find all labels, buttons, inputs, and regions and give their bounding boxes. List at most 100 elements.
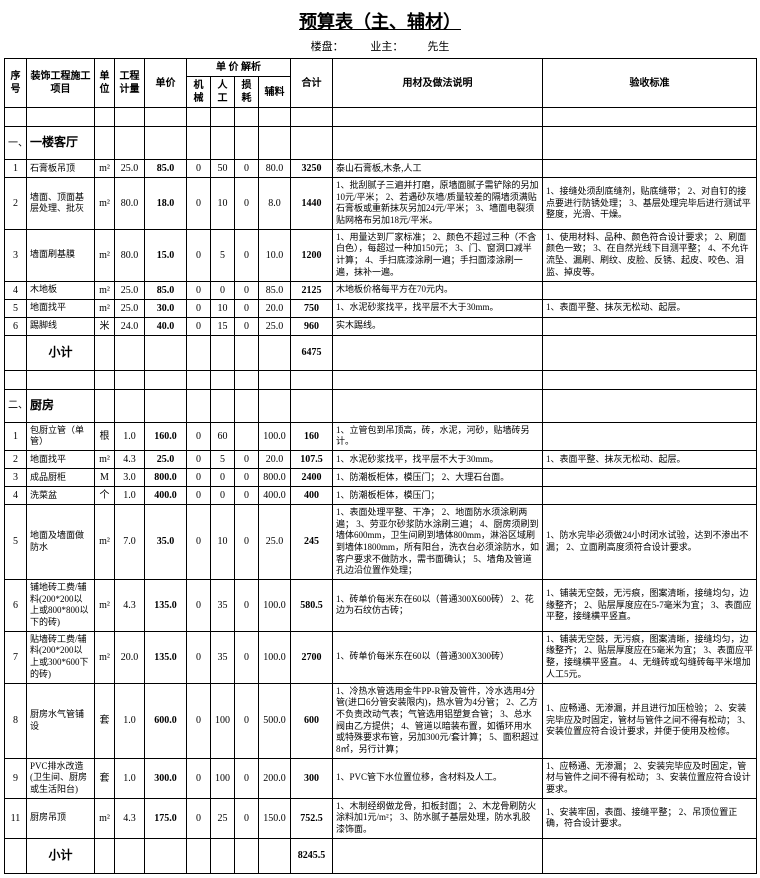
st-empty [543,335,757,370]
cell-price: 30.0 [145,299,187,317]
cell-item: 成品厨柜 [27,468,95,486]
th-aux: 辅料 [259,77,291,108]
cell-lab: 5 [211,450,235,468]
cell-std [543,317,757,335]
cell-item: 厨房吊顶 [27,798,95,838]
cell-item: 地面找平 [27,450,95,468]
table-row: 2墙面、顶面基层处理、批灰m²80.018.001008.014401、批刮腻子… [5,178,757,230]
cell-aux: 150.0 [259,798,291,838]
cell-aux: 20.0 [259,299,291,317]
cell-std: 1、接缝处须刮底缝剂，贴底缝带； 2、对自钉的接点要进行防锈处理； 3、基层处理… [543,178,757,230]
cell-qty: 4.3 [115,798,145,838]
cell-lab: 10 [211,299,235,317]
empty-cell [95,370,115,389]
cell-loss: 0 [235,317,259,335]
empty-row [5,370,757,389]
owner-value: 先生 [427,38,449,54]
empty-cell [333,370,543,389]
th-seq: 序 号 [5,59,27,108]
cell-item: 洗菜盆 [27,486,95,504]
st-empty [259,335,291,370]
cell-price: 135.0 [145,580,187,632]
st-empty [333,335,543,370]
cell-total: 1440 [291,178,333,230]
cell-aux: 200.0 [259,758,291,798]
section-empty [259,127,291,160]
cell-no: 6 [5,580,27,632]
cell-price: 400.0 [145,486,187,504]
cell-no: 11 [5,798,27,838]
table-row: 11厨房吊顶m²4.3175.00250150.0752.51、木制经纲做龙骨，… [5,798,757,838]
cell-price: 135.0 [145,631,187,683]
cell-no: 9 [5,758,27,798]
cell-unit: M [95,468,115,486]
cell-aux: 25.0 [259,504,291,579]
cell-qty: 7.0 [115,504,145,579]
cell-price: 175.0 [145,798,187,838]
cell-unit: m² [95,229,115,281]
cell-lab: 10 [211,504,235,579]
cell-mech: 0 [187,450,211,468]
cell-unit: 根 [95,422,115,450]
empty-cell [235,108,259,127]
cell-price: 15.0 [145,229,187,281]
section-empty [145,127,187,160]
cell-desc: 木地板价格每平方在70元内。 [333,281,543,299]
cell-mech: 0 [187,504,211,579]
cell-price: 160.0 [145,422,187,450]
empty-cell [5,370,27,389]
st-empty [95,335,115,370]
cell-aux: 25.0 [259,317,291,335]
section-empty [235,389,259,422]
cell-loss: 0 [235,504,259,579]
table-row: 8厨房水气管铺设套1.0600.001000500.06001、冷热水管选用金牛… [5,683,757,758]
cell-desc: 1、表面处理平整、干净； 2、地面防水须涂刷两遍； 3、劳亚尔砂浆防水涂刷三遍；… [333,504,543,579]
cell-no: 4 [5,281,27,299]
empty-cell [543,370,757,389]
empty-cell [5,108,27,127]
st-empty [5,838,27,873]
subtotal-value: 6475 [291,335,333,370]
cell-mech: 0 [187,299,211,317]
section-row: 二、厨房 [5,389,757,422]
cell-price: 85.0 [145,160,187,178]
cell-unit: m² [95,178,115,230]
empty-cell [235,370,259,389]
th-unit: 单位 [95,59,115,108]
cell-unit: m² [95,160,115,178]
cell-price: 800.0 [145,468,187,486]
cell-no: 2 [5,178,27,230]
table-row: 1包厨立管（单管）根1.0160.0060100.01601、立管包到吊顶高，砖… [5,422,757,450]
cell-item: 厨房水气管铺设 [27,683,95,758]
cell-total: 245 [291,504,333,579]
cell-price: 300.0 [145,758,187,798]
cell-no: 8 [5,683,27,758]
cell-mech: 0 [187,798,211,838]
cell-total: 160 [291,422,333,450]
subtotal-row: 小计8245.5 [5,838,757,873]
th-std: 验收标准 [543,59,757,108]
cell-std: 1、使用材料、品种、颜色符合设计要求； 2、刷面颜色一致； 3、在自然光线下目测… [543,229,757,281]
cell-no: 7 [5,631,27,683]
cell-item: 地面及墙面做防水 [27,504,95,579]
cell-std [543,422,757,450]
cell-desc: 泰山石膏板,木条,人工 [333,160,543,178]
cell-total: 600 [291,683,333,758]
empty-cell [115,108,145,127]
cell-std [543,468,757,486]
cell-desc: 1、防潮板柜体，模压门； 2、大理石台面。 [333,468,543,486]
cell-unit: m² [95,631,115,683]
cell-unit: m² [95,299,115,317]
cell-item: 包厨立管（单管） [27,422,95,450]
st-empty [543,838,757,873]
cell-qty: 1.0 [115,758,145,798]
cell-mech: 0 [187,178,211,230]
cell-loss: 0 [235,450,259,468]
cell-unit: m² [95,450,115,468]
cell-lab: 15 [211,317,235,335]
owner-label: 业主： [370,38,403,54]
cell-total: 2400 [291,468,333,486]
cell-lab: 0 [211,486,235,504]
cell-aux: 500.0 [259,683,291,758]
th-total: 合计 [291,59,333,108]
